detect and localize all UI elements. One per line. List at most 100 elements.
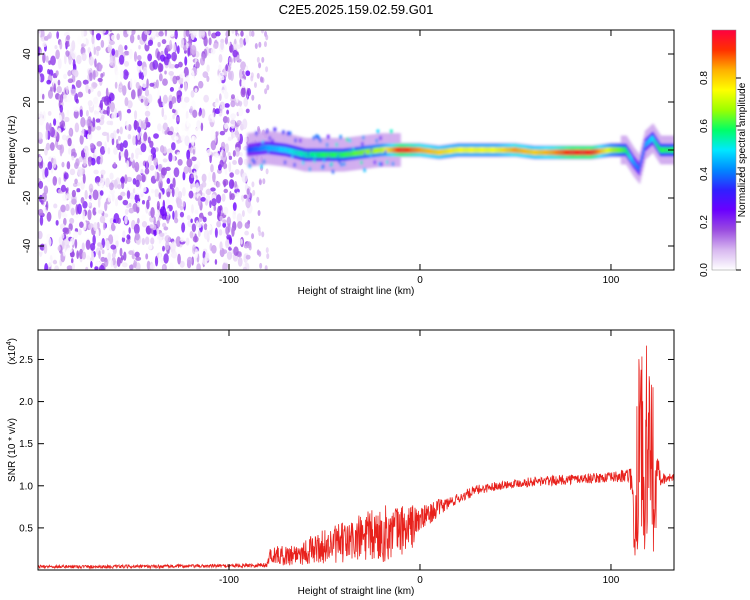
noise-cell: [122, 140, 128, 148]
noise-cell: [64, 63, 70, 73]
noise-cell: [63, 172, 69, 180]
noise-cell: [161, 107, 165, 118]
noise-cell: [222, 222, 227, 228]
noise-cell: [94, 113, 101, 119]
noise-cell: [126, 160, 130, 168]
noise-cell: [245, 254, 251, 260]
noise-cell: [82, 156, 87, 167]
noise-cell: [227, 136, 232, 142]
noise-cell: [197, 230, 201, 238]
noise-cell: [93, 215, 98, 223]
noise-cell: [99, 215, 106, 224]
noise-cell: [202, 71, 209, 79]
noise-cell: [131, 253, 136, 260]
noise-cell: [244, 230, 249, 236]
noise-cell: [111, 34, 117, 41]
heatmap-y-tick-label: -20: [22, 190, 33, 205]
noise-cell: [231, 225, 235, 237]
noise-cell: [49, 142, 55, 151]
noise-cell: [180, 237, 184, 243]
noise-cell: [71, 155, 75, 161]
snr-x-tick-label: 0: [417, 575, 423, 586]
noise-cell: [75, 98, 79, 104]
snr-y-multiplier: (x104): [6, 338, 18, 365]
noise-cell: [99, 99, 104, 111]
noise-cell: [147, 154, 153, 166]
noise-cell: [198, 110, 202, 117]
noise-cell: [183, 66, 189, 78]
noise-cell: [162, 245, 165, 252]
colorbar: 0.0 0.2 0.4 0.6 0.8 Normalized spectral ampl…: [699, 29, 748, 277]
noise-cell: [232, 150, 236, 157]
noise-cell: [169, 183, 174, 190]
noise-cell: [192, 109, 198, 119]
noise-cell: [156, 239, 160, 246]
noise-cell: [230, 100, 236, 108]
noise-cell: [110, 222, 116, 232]
noise-cell: [158, 179, 163, 190]
noise-cell: [257, 103, 261, 110]
noise-cell: [83, 98, 87, 104]
noise-cell: [167, 130, 174, 136]
noise-cell: [129, 33, 135, 44]
noise-cell: [59, 104, 64, 113]
noise-cell: [184, 56, 188, 66]
noise-cell: [92, 234, 96, 246]
noise-cell: [149, 263, 155, 270]
snr-y-tick-label: 2.5: [19, 355, 33, 366]
noise-cell: [216, 36, 221, 42]
noise-cell: [134, 232, 140, 241]
noise-cell: [80, 117, 86, 128]
noise-cell: [159, 145, 165, 153]
noise-cell: [96, 141, 103, 147]
noise-cell: [168, 61, 172, 69]
noise-cell: [238, 157, 243, 166]
noise-cell: [207, 30, 211, 37]
noise-cell: [245, 70, 251, 77]
noise-cell: [88, 204, 93, 209]
noise-cell: [72, 59, 76, 69]
noise-cell: [221, 89, 226, 94]
noise-cell: [251, 94, 255, 101]
noise-cell: [257, 126, 261, 133]
noise-cell: [93, 46, 97, 56]
noise-cell: [178, 217, 184, 223]
noise-cell: [79, 134, 84, 145]
noise-cell: [131, 30, 136, 35]
noise-cell: [226, 251, 233, 260]
noise-cell: [195, 200, 199, 208]
noise-cell: [256, 56, 260, 63]
noise-cell: [71, 40, 76, 52]
noise-cell: [89, 72, 93, 82]
noise-cell: [157, 41, 161, 48]
noise-cell: [151, 41, 157, 51]
noise-cell: [174, 64, 180, 69]
noise-cell: [48, 258, 52, 268]
noise-cell: [116, 256, 121, 267]
noise-cell: [38, 117, 44, 126]
noise-cell: [83, 37, 87, 45]
noise-cell: [204, 157, 208, 167]
noise-cell: [236, 213, 243, 224]
noise-cell: [241, 78, 246, 89]
heatmap-x-ticks: -100 0 100: [219, 30, 620, 286]
noise-cell: [99, 146, 106, 155]
noise-cell: [172, 177, 176, 189]
noise-cell: [135, 179, 140, 188]
noise-cell: [69, 168, 76, 176]
noise-cell: [38, 46, 41, 56]
noise-cell: [219, 159, 224, 168]
noise-cell: [146, 199, 150, 210]
noise-cell: [111, 137, 115, 146]
noise-cell: [164, 235, 171, 243]
noise-cell: [93, 221, 98, 232]
noise-cell: [143, 97, 149, 107]
noise-cell: [185, 30, 190, 37]
noise-cell: [154, 170, 158, 180]
snr-y-axis-label: SNR (10 * v/v): [7, 418, 18, 482]
snr-y-tick-label: 2.0: [19, 397, 33, 408]
noise-cell: [64, 116, 70, 123]
noise-cell: [111, 48, 116, 56]
noise-cell: [234, 128, 239, 138]
noise-cell: [66, 109, 70, 117]
